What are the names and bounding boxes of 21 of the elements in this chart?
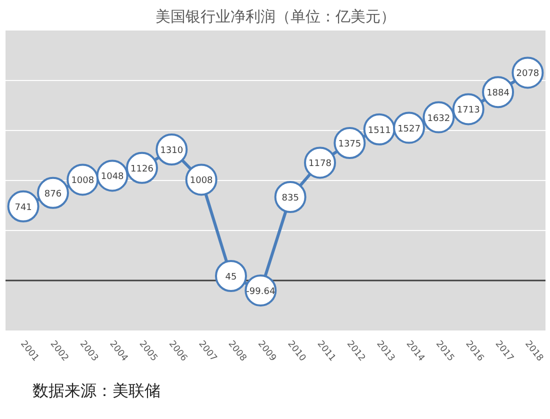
data-label: 835 xyxy=(282,194,299,204)
data-label: 876 xyxy=(44,189,62,200)
data-label: 1632 xyxy=(427,114,450,124)
data-label: 1008 xyxy=(71,176,94,186)
point xyxy=(214,260,247,292)
data-label: 1713 xyxy=(456,106,480,116)
data-label: 45 xyxy=(225,272,237,282)
data-label: 1048 xyxy=(100,172,124,182)
data-label: 741 xyxy=(14,202,32,213)
data-label: 1884 xyxy=(486,88,510,99)
chart-title: 美国银行业净利润（单位：亿美元） xyxy=(156,8,396,26)
data-label: 2078 xyxy=(516,69,540,80)
source-note: 数据来源：美联储 xyxy=(32,381,160,400)
data-label: 1126 xyxy=(130,164,154,174)
data-label: 1310 xyxy=(160,146,184,156)
point xyxy=(7,190,40,222)
data-label: 1527 xyxy=(398,124,420,134)
data-label: 1008 xyxy=(190,176,214,186)
data-label: 1375 xyxy=(338,140,362,150)
data-label: 1511 xyxy=(368,126,391,136)
data-label: 1178 xyxy=(308,159,332,170)
